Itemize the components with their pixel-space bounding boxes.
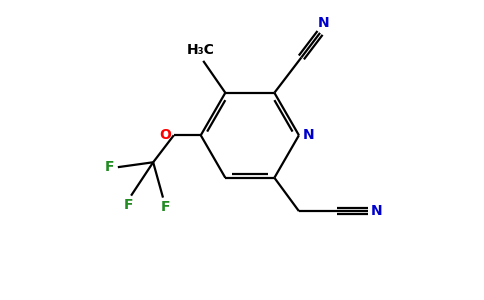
Text: O: O	[160, 128, 171, 142]
Text: H₃C: H₃C	[187, 43, 215, 57]
Text: F: F	[124, 199, 134, 212]
Text: F: F	[161, 200, 170, 214]
Text: N: N	[371, 204, 382, 218]
Text: N: N	[318, 16, 330, 30]
Text: F: F	[105, 160, 114, 174]
Text: N: N	[303, 128, 315, 142]
